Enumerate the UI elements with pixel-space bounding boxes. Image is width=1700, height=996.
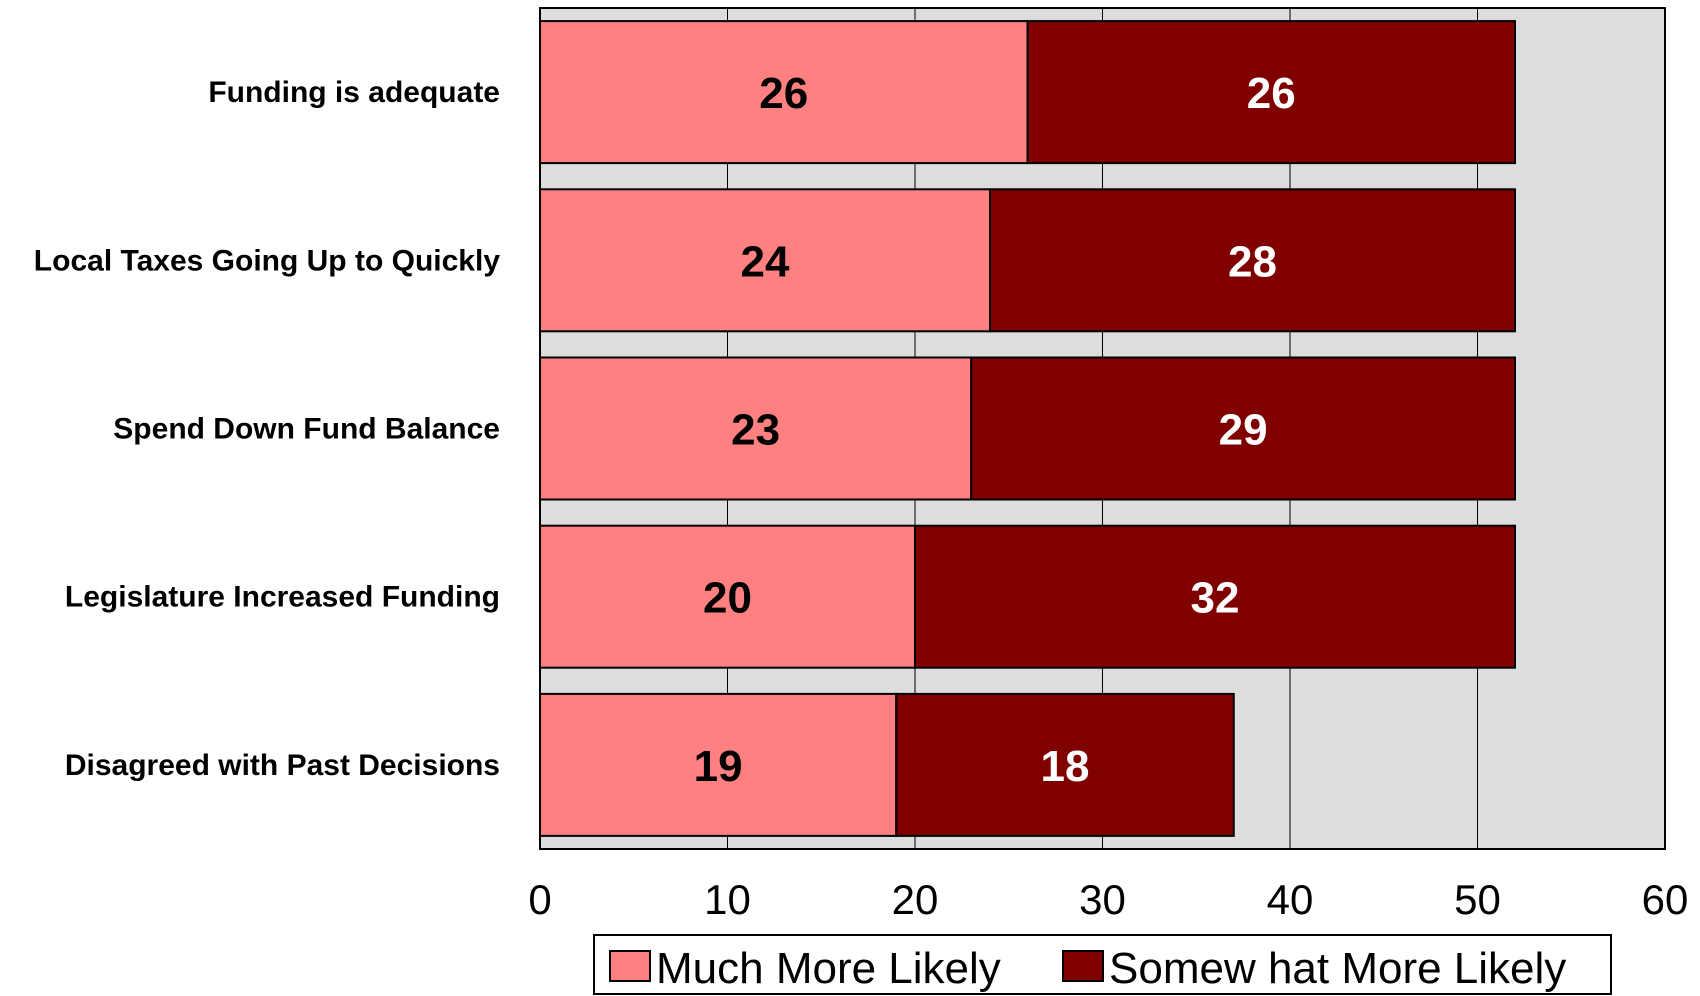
category-label: Legislature Increased Funding [65, 581, 500, 614]
category-label: Funding is adequate [208, 76, 500, 109]
x-tick-label: 50 [1454, 876, 1501, 923]
bar-segment [539, 524, 916, 669]
bar-segment [914, 524, 1516, 669]
x-axis-ticks: 0 10 20 30 40 50 60 [528, 876, 1688, 923]
x-tick-label: 40 [1267, 876, 1314, 923]
bar-segment [895, 692, 1235, 837]
legend-swatch-much-more-likely [609, 950, 651, 982]
data-label: 20 [703, 574, 752, 623]
data-label: 18 [1041, 742, 1090, 791]
bar-segment [539, 356, 973, 501]
category-labels: Funding is adequate Local Taxes Going Up … [34, 76, 501, 782]
bar-segment [539, 188, 991, 333]
x-tick-label: 0 [528, 876, 551, 923]
bar-segment [539, 20, 1029, 165]
bar-segment [989, 188, 1516, 333]
x-tick-label: 20 [892, 876, 939, 923]
x-tick-label: 10 [704, 876, 751, 923]
x-tick-label: 30 [1079, 876, 1126, 923]
x-tick-label: 60 [1642, 876, 1689, 923]
data-label: 26 [759, 69, 808, 118]
legend-swatch-somewhat-more-likely [1062, 950, 1104, 982]
data-label: 26 [1247, 69, 1296, 118]
category-label: Local Taxes Going Up to Quickly [34, 244, 501, 277]
data-label: 28 [1228, 237, 1277, 286]
bar-segment [970, 356, 1516, 501]
data-label: 32 [1191, 574, 1240, 623]
data-label: 23 [731, 406, 780, 455]
category-label: Spend Down Fund Balance [113, 413, 500, 446]
legend-label-much-more-likely: Much More Likely [656, 944, 1001, 993]
data-label: 19 [694, 742, 743, 791]
bars: 26 26 24 28 23 29 20 32 19 18 [539, 20, 1516, 837]
legend: Much More Likely Somew hat More Likely [593, 934, 1612, 995]
bar-segment [539, 692, 898, 837]
data-label: 29 [1219, 406, 1268, 455]
data-label: 24 [741, 237, 790, 286]
category-label: Disagreed with Past Decisions [65, 749, 500, 782]
legend-label-somewhat-more-likely: Somew hat More Likely [1109, 944, 1566, 993]
bar-segment [1026, 20, 1516, 165]
